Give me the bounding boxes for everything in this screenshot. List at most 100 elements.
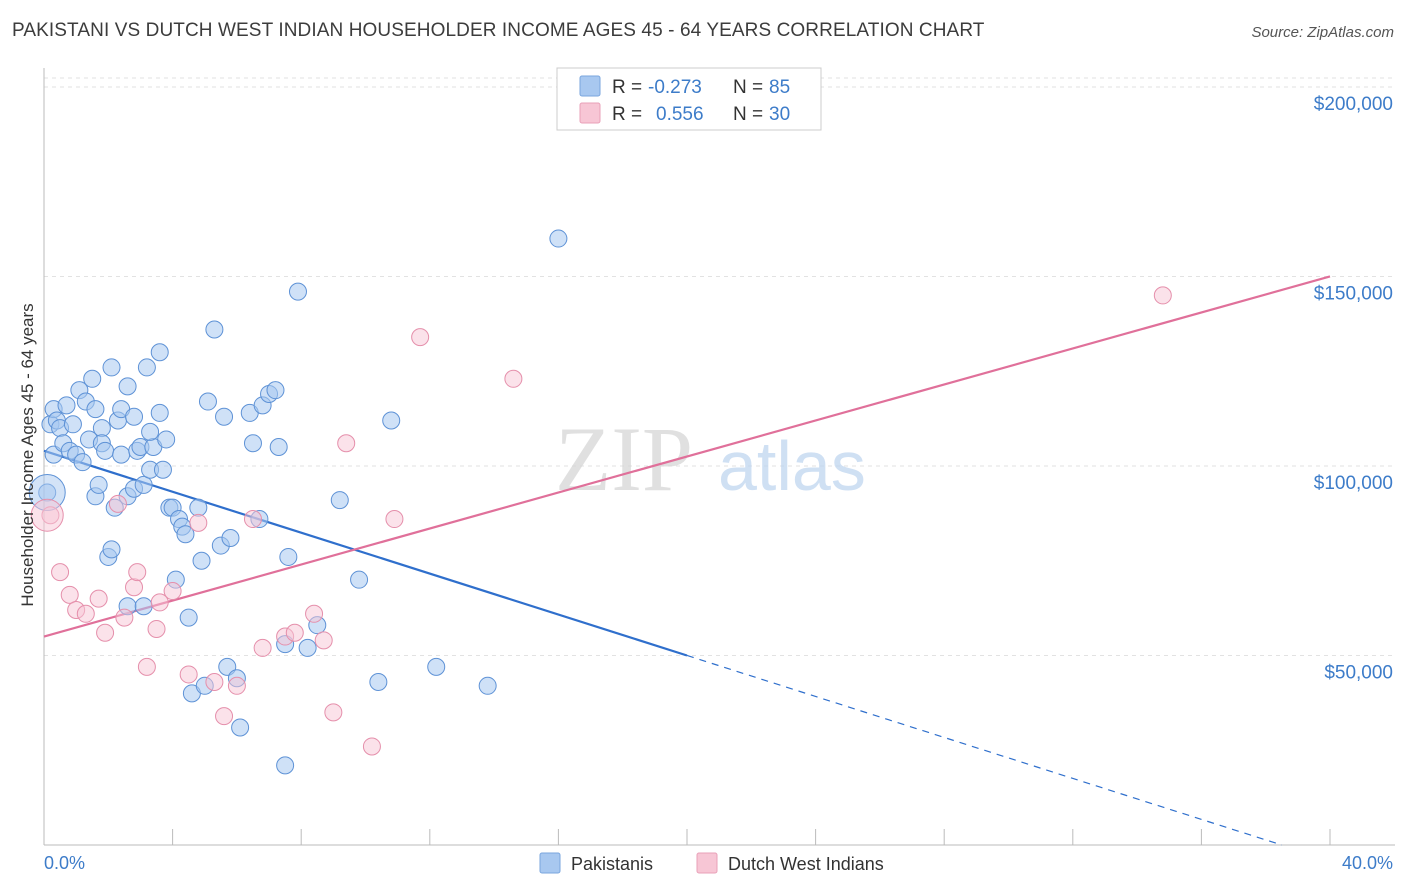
watermark-atlas: atlas (718, 427, 866, 505)
dutch-west-indians-trend-line (43, 275, 1331, 638)
dutch-west-indians-point (324, 703, 343, 722)
pakistanis-point (288, 282, 307, 301)
dutch-west-indians-point (215, 707, 234, 726)
legend-r-value-1: -0.273 (648, 77, 702, 98)
dutch-west-indians-point (125, 578, 144, 597)
pakistanis-point (276, 756, 295, 775)
dutch-west-indians-point (314, 631, 333, 650)
pakistanis-point (298, 638, 317, 657)
dutch-west-indians-points (30, 286, 1172, 756)
dutch-west-indians-point (150, 593, 169, 612)
pakistanis-point (63, 415, 82, 434)
pakistanis-point (102, 540, 121, 559)
dutch-west-indians-point (89, 589, 108, 608)
pakistanis-point (157, 430, 176, 449)
pakistanis-point (243, 434, 262, 453)
pakistanis-point (83, 369, 102, 388)
pakistanis-point (96, 441, 115, 460)
axes (43, 68, 1395, 846)
dutch-west-indians-point (385, 510, 404, 529)
y-tick-label: $100,000 (1314, 473, 1393, 494)
pakistanis-point (150, 403, 169, 422)
legend-swatch-dutch-west-indians (579, 102, 601, 124)
pakistanis-point (215, 407, 234, 426)
legend-r-value-2: 0.556 (656, 104, 704, 125)
pakistanis-point (89, 475, 108, 494)
bottom-legend-swatch-dutch-west-indians (696, 852, 718, 874)
dutch-west-indians-point (147, 619, 166, 638)
pakistanis-point (73, 453, 92, 472)
dutch-west-indians-point (96, 623, 115, 642)
pakistanis-point (478, 676, 497, 695)
pakistanis-point (112, 445, 131, 464)
legend-r-label-1: R = (612, 77, 642, 98)
chart-title: PAKISTANI VS DUTCH WEST INDIAN HOUSEHOLD… (12, 20, 985, 41)
y-tick-labels: $50,000 $100,000 $150,000 $200,000 (1314, 94, 1393, 684)
dutch-west-indians-point (337, 434, 356, 453)
y-tick-label: $150,000 (1314, 283, 1393, 304)
pakistanis-points (28, 229, 568, 775)
dutch-west-indians-point (51, 563, 70, 582)
dutch-west-indians-point (227, 676, 246, 695)
pakistanis-point (369, 673, 388, 692)
x-tick-label: 40.0% (1342, 853, 1393, 873)
dutch-west-indians-point (76, 604, 95, 623)
pakistanis-point (279, 547, 298, 566)
dutch-west-indians-point (1153, 286, 1172, 305)
pakistanis-point (221, 528, 240, 547)
bottom-legend-swatch-pakistanis (539, 852, 561, 874)
watermark-zip: ZIP (555, 408, 693, 510)
dutch-west-indians-point (253, 638, 272, 657)
bottom-legend-label-pakistanis: Pakistanis (571, 854, 653, 874)
pakistanis-point (176, 525, 195, 544)
pakistanis-point (150, 343, 169, 362)
dutch-west-indians-point (285, 623, 304, 642)
dutch-west-indians-point (163, 582, 182, 601)
pakistanis-point (192, 551, 211, 570)
bottom-legend: Pakistanis Dutch West Indians (539, 852, 884, 874)
legend-swatch-pakistanis (579, 75, 601, 97)
pakistanis-point (427, 657, 446, 676)
pakistanis-point (92, 419, 111, 438)
pakistanis-point (198, 392, 217, 411)
dutch-west-indians-point (243, 510, 262, 529)
legend-r-label-2: R = (612, 104, 642, 125)
pakistanis-point (189, 498, 208, 517)
pakistanis-point (382, 411, 401, 430)
dutch-west-indians-point (411, 328, 430, 347)
pakistanis-point (350, 570, 369, 589)
trend-lines (43, 275, 1331, 846)
x-tick-labels: 0.0% 40.0% (44, 853, 1393, 873)
pakistanis-point (57, 396, 76, 415)
legend-n-label-2: N = (733, 104, 763, 125)
pakistanis-point (137, 358, 156, 377)
pakistanis-point (134, 475, 153, 494)
dutch-west-indians-point (362, 737, 381, 756)
y-axis-label: Householder Income Ages 45 - 64 years (18, 303, 37, 606)
dutch-west-indians-point (30, 498, 64, 532)
pakistanis-point (330, 491, 349, 510)
dutch-west-indians-point (205, 673, 224, 692)
grid-lines (44, 77, 1395, 656)
source-label: Source: ZipAtlas.com (1251, 24, 1394, 41)
pakistanis-point (86, 400, 105, 419)
pakistanis-point (134, 597, 153, 616)
legend-box: R = -0.273 N = 85 R = 0.556 N = 30 (556, 67, 822, 131)
y-tick-label: $200,000 (1314, 94, 1393, 115)
dutch-west-indians-point (128, 563, 147, 582)
dutch-west-indians-point (179, 665, 198, 684)
pakistanis-point (125, 407, 144, 426)
x-tick-label: 0.0% (44, 853, 85, 873)
bottom-legend-label-dutch-west-indians: Dutch West Indians (728, 854, 884, 874)
pakistanis-point (153, 460, 172, 479)
pakistanis-point (141, 422, 160, 441)
pakistanis-point (179, 608, 198, 627)
pakistanis-point (205, 320, 224, 339)
legend-n-label-1: N = (733, 77, 763, 98)
pakistanis-trend-extension (686, 654, 1282, 846)
dutch-west-indians-point (115, 608, 134, 627)
dutch-west-indians-point (189, 513, 208, 532)
dutch-west-indians-point (305, 604, 324, 623)
dutch-west-indians-point (504, 369, 523, 388)
